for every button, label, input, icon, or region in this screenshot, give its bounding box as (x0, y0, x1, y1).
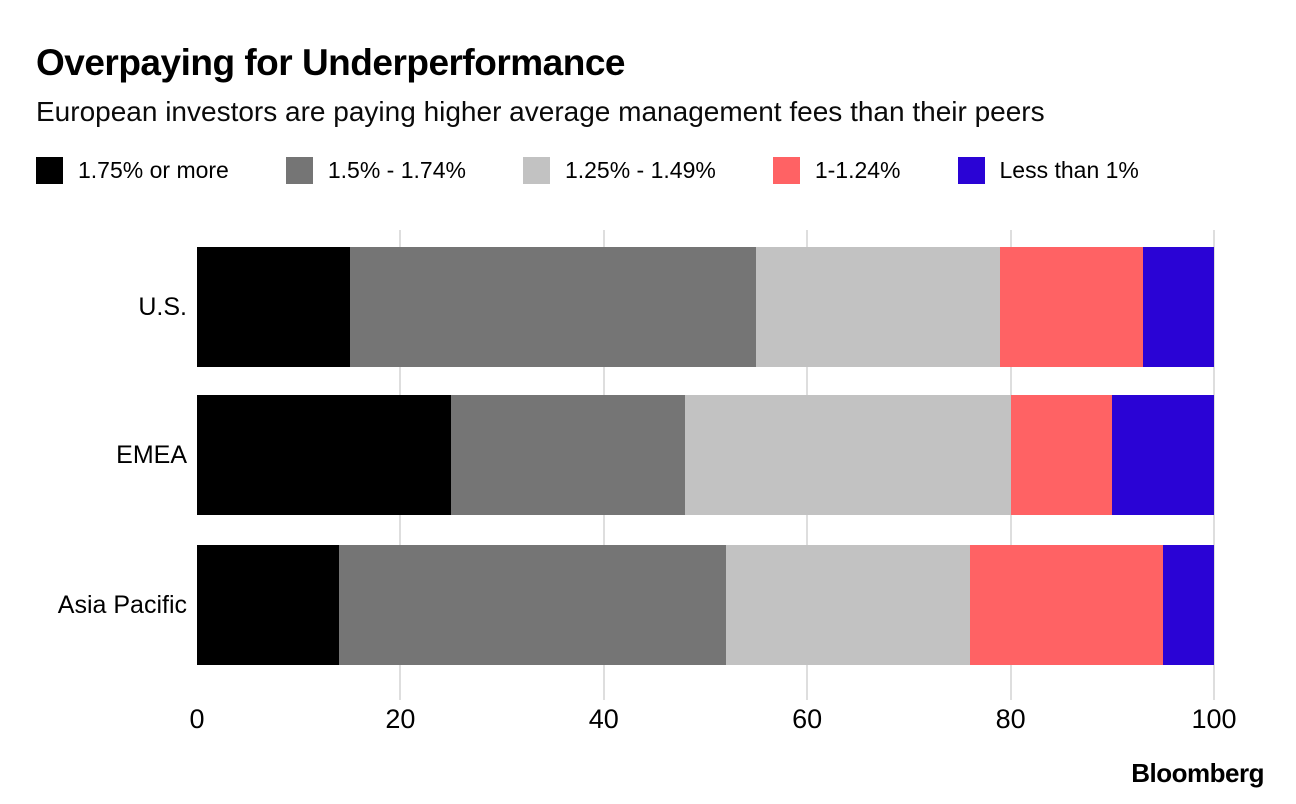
bar-segment-u-s-1-5-1-74 (349, 247, 757, 367)
legend-swatch-1-5-1-74 (285, 157, 313, 184)
bloomberg-logo: Bloomberg (1131, 758, 1264, 788)
bar-segment-emea-1-5-1-74 (451, 395, 686, 515)
chart-title: Overpaying for Underperformance (36, 42, 625, 83)
x-tick-label-100: 100 (1191, 704, 1237, 734)
legend-swatch-1-25-1-49 (522, 157, 550, 184)
category-labels: U.S. EMEA Asia Pacific (0, 230, 187, 700)
gridline-100 (1213, 230, 1215, 700)
legend-swatch-less-than-1 (957, 157, 985, 184)
legend-label: 1.75% or more (78, 157, 229, 183)
bar-segment-asia-pacific-1-75-or-more (197, 545, 340, 665)
bar-segment-emea-1-75-or-more (197, 395, 452, 515)
x-axis: 0 20 40 60 80 100 (189, 700, 1236, 740)
legend-item-1-25-1-49: 1.25% - 1.49% (522, 157, 716, 184)
bar-asia-pacific (197, 545, 1214, 665)
bar-segment-asia-pacific-1-25-1-49 (725, 545, 970, 665)
legend: 1.75% or more 1.5% - 1.74% 1.25% - 1.49% 1-… (36, 157, 1139, 184)
legend-item-1-5-1-74: 1.5% - 1.74% (285, 157, 466, 184)
legend-swatch-1-75-or-more (36, 157, 63, 184)
x-tick-label-40: 40 (588, 704, 619, 734)
bar-emea (197, 395, 1214, 515)
bar-segment-u-s-1-25-1-49 (756, 247, 1001, 367)
legend-label: 1-1.24% (814, 157, 901, 183)
category-label-emea: EMEA (116, 441, 187, 469)
legend-label: 1.5% - 1.74% (327, 157, 466, 183)
bar-segment-u-s-1-1-24 (1000, 247, 1143, 367)
legend-item-less-than-1: Less than 1% (957, 157, 1139, 184)
x-tick-label-80: 80 (995, 704, 1026, 734)
category-label-asia-pacific: Asia Pacific (57, 591, 187, 619)
bar-segment-emea-1-25-1-49 (685, 395, 1011, 515)
bar-u-s (197, 247, 1214, 367)
bar-segment-asia-pacific-less-than-1 (1163, 545, 1214, 665)
bar-segment-asia-pacific-1-1-24 (969, 545, 1164, 665)
legend-label: 1.25% - 1.49% (564, 157, 716, 183)
plot-area (197, 230, 1215, 700)
x-tick-label-0: 0 (189, 704, 205, 734)
legend-swatch-1-1-24 (772, 157, 800, 184)
x-tick-label-20: 20 (385, 704, 416, 734)
category-label-u-s: U.S. (138, 293, 187, 321)
bar-segment-u-s-1-75-or-more (197, 247, 350, 367)
bar-segment-emea-less-than-1 (1112, 395, 1214, 515)
bar-segment-asia-pacific-1-5-1-74 (339, 545, 726, 665)
chart-subtitle: European investors are paying higher ave… (36, 96, 1045, 127)
legend-label: Less than 1% (999, 157, 1139, 183)
bar-segment-u-s-less-than-1 (1142, 247, 1214, 367)
bar-segment-emea-1-1-24 (1010, 395, 1113, 515)
x-tick-label-60: 60 (792, 704, 823, 734)
legend-item-1-1-24: 1-1.24% (772, 157, 901, 184)
legend-item-1-75-or-more: 1.75% or more (36, 157, 229, 184)
